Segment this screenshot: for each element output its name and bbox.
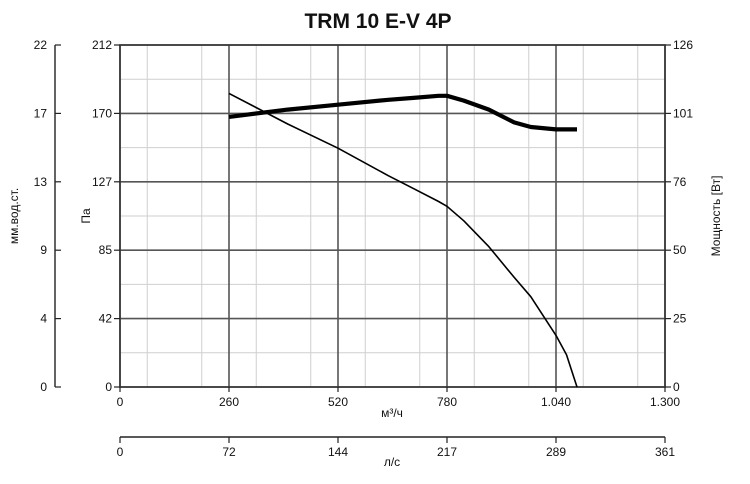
axis-labels: м³/ч л/с Па мм.вод.ст. Мощность [Вт] <box>7 176 723 469</box>
water-tick-label: 0 <box>40 380 47 394</box>
flow-m3h-tick-label: 520 <box>328 395 348 409</box>
plot-frame <box>119 44 666 388</box>
water-tick-label: 13 <box>34 175 48 189</box>
power-tick-label: 101 <box>673 106 693 120</box>
flow-m3h-tick-label: 0 <box>117 395 124 409</box>
power-tick-label: 25 <box>673 312 687 326</box>
flow-ls-tick-label: 144 <box>328 445 348 459</box>
water-tick-label: 4 <box>40 312 47 326</box>
flow-m3h-tick-label: 1.040 <box>541 395 571 409</box>
power-tick-label: 126 <box>673 38 693 52</box>
grid <box>119 44 666 388</box>
y-axis-label-water: мм.вод.ст. <box>7 188 21 244</box>
pressure-tick-label: 212 <box>92 38 112 52</box>
y-axis-label-power: Мощность [Вт] <box>709 176 723 257</box>
flow-ls-tick-label: 217 <box>437 445 457 459</box>
pressure-tick-label: 127 <box>92 175 112 189</box>
power-tick-label: 50 <box>673 243 687 257</box>
flow-ls-tick-label: 361 <box>655 445 675 459</box>
y-axis-label-pressure: Па <box>79 208 93 224</box>
pressure-tick-label: 0 <box>105 380 112 394</box>
power-tick-label: 0 <box>673 380 680 394</box>
pressure-tick-label: 42 <box>99 312 113 326</box>
axes: 0 42 85 127 170 212 0 4 9 13 17 22 0 25 50 76 101 126 0 260… <box>34 38 694 459</box>
flow-m3h-tick-label: 1.300 <box>650 395 680 409</box>
chart-title: TRM 10 E-V 4P <box>304 10 451 33</box>
pressure-curve <box>228 92 578 388</box>
power-curve <box>228 93 577 132</box>
flow-m3h-tick-label: 260 <box>219 395 239 409</box>
pressure-tick-label: 85 <box>99 243 113 257</box>
series <box>228 92 578 388</box>
flow-ls-tick-label: 0 <box>117 445 124 459</box>
water-tick-label: 9 <box>40 243 47 257</box>
flow-ls-tick-label: 289 <box>546 445 566 459</box>
water-tick-label: 17 <box>34 106 48 120</box>
water-tick-label: 22 <box>34 38 48 52</box>
x-axis-label-ls: л/с <box>384 455 400 469</box>
flow-ls-tick-label: 72 <box>222 445 236 459</box>
power-tick-label: 76 <box>673 175 687 189</box>
x-axis-label-m3h: м³/ч <box>381 406 403 420</box>
pressure-tick-label: 170 <box>92 106 112 120</box>
flow-m3h-tick-label: 780 <box>437 395 457 409</box>
